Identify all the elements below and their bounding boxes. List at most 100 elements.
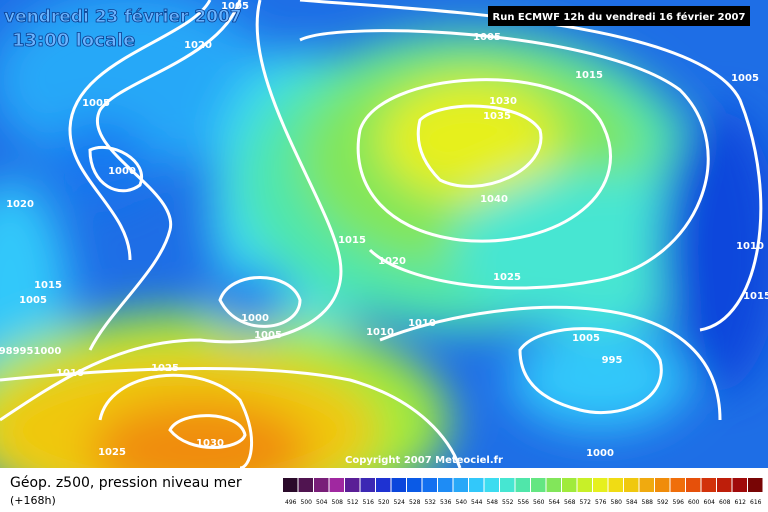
legend-swatch [422, 478, 437, 492]
legend-swatch [701, 478, 716, 492]
isobar-label: 1040 [480, 194, 508, 205]
isobar-label: 1035 [483, 111, 511, 122]
isobar-label: 1005 [473, 32, 501, 43]
legend-step-label: 516 [363, 499, 375, 506]
legend-swatch [670, 478, 685, 492]
legend-swatch [298, 478, 313, 492]
legend-swatch [360, 478, 375, 492]
legend-swatch [531, 478, 546, 492]
isobar-label: 1010 [736, 241, 764, 252]
isobar-label: 1020 [6, 199, 34, 210]
legend-step-label: 544 [471, 499, 483, 506]
isobar-label: 1005 [82, 98, 110, 109]
legend-swatch [391, 478, 406, 492]
isobar-label: 1005 [221, 1, 249, 12]
legend-step-label: 616 [750, 499, 762, 506]
legend-step-label: 612 [735, 499, 747, 506]
legend-swatch [639, 478, 654, 492]
isobar-label: 1015 [338, 235, 366, 246]
legend-step-label: 588 [642, 499, 654, 506]
isobar-label: 1025 [493, 272, 521, 283]
isobar-label: 1005 [572, 333, 600, 344]
legend-step-label: 508 [332, 499, 344, 506]
isobar-label: 1030 [489, 96, 517, 107]
legend-step-label: 564 [549, 499, 561, 506]
isobar-label: 1005 [731, 73, 759, 84]
legend-step-label: 584 [626, 499, 638, 506]
legend-swatch [577, 478, 592, 492]
map-date: vendredi 23 février 2007 [4, 7, 242, 27]
legend-swatch [453, 478, 468, 492]
legend-swatch [484, 478, 499, 492]
run-info: Run ECMWF 12h du vendredi 16 février 200… [493, 11, 746, 23]
isobar-label: 1005 [19, 295, 47, 306]
legend-step-label: 512 [347, 499, 359, 506]
legend-step-label: 560 [533, 499, 545, 506]
legend-swatch [500, 478, 515, 492]
legend-swatch [283, 478, 298, 492]
legend-swatch [732, 478, 747, 492]
legend-swatch [469, 478, 484, 492]
isobar-label: 1025 [98, 447, 126, 458]
legend-step-label: 500 [301, 499, 313, 506]
legend-step-label: 528 [409, 499, 421, 506]
legend-swatch [438, 478, 453, 492]
map-time: 13:00 locale [12, 30, 135, 51]
isobar-label: 1005 [254, 330, 282, 341]
legend-step-label: 556 [518, 499, 530, 506]
legend-step-label: 592 [657, 499, 669, 506]
isobar-label: 1015 [34, 280, 62, 291]
legend-step-label: 552 [502, 499, 514, 506]
isobar-label: 1000 [586, 448, 614, 459]
isobar-label: 1010 [366, 327, 394, 338]
legend-swatch [562, 478, 577, 492]
legend-swatch [608, 478, 623, 492]
legend-swatch [345, 478, 360, 492]
isobar-label: 1020 [184, 40, 212, 51]
isobar-label: 1020 [378, 256, 406, 267]
run-box [488, 6, 750, 26]
legend-swatch [717, 478, 732, 492]
legend-swatch [686, 478, 701, 492]
isobar-label: 1015 [575, 70, 603, 81]
legend-step-label: 532 [425, 499, 437, 506]
legend-step-label: 596 [673, 499, 685, 506]
legend-swatch [407, 478, 422, 492]
isobar-label: 1010 [56, 368, 84, 379]
legend-step-label: 568 [564, 499, 576, 506]
isobar-label: 1000 [241, 313, 269, 324]
legend-step-label: 608 [719, 499, 731, 506]
legend-swatch [655, 478, 670, 492]
isobar-label: 995 [602, 355, 623, 366]
legend-title: Géop. z500, pression niveau mer [10, 475, 242, 491]
legend-swatch [748, 478, 763, 492]
legend-subtitle: (+168h) [10, 494, 56, 507]
legend-swatch [314, 478, 329, 492]
isobar-label: 1010 [408, 318, 436, 329]
isobar-label: 1000 [108, 166, 136, 177]
isobar-label: 1025 [151, 363, 179, 374]
legend-swatch [376, 478, 391, 492]
legend-swatch [546, 478, 561, 492]
legend-swatch [624, 478, 639, 492]
legend-step-label: 496 [285, 499, 297, 506]
legend-step-label: 540 [456, 499, 468, 506]
isobar-label: 1015 [743, 291, 768, 302]
legend-step-label: 604 [704, 499, 716, 506]
legend-swatch [593, 478, 608, 492]
isobar-label: 989951000 [0, 346, 61, 357]
legend-step-label: 536 [440, 499, 452, 506]
legend-step-label: 548 [487, 499, 499, 506]
legend-swatch [515, 478, 530, 492]
legend-step-label: 524 [394, 499, 406, 506]
legend-step-label: 580 [611, 499, 623, 506]
legend-step-label: 576 [595, 499, 607, 506]
copyright: Copyright 2007 Meteociel.fr [345, 455, 503, 466]
legend-step-label: 520 [378, 499, 390, 506]
isobar-label: 1030 [196, 438, 224, 449]
legend-step-label: 600 [688, 499, 700, 506]
legend-step-label: 504 [316, 499, 328, 506]
legend-step-label: 572 [580, 499, 592, 506]
